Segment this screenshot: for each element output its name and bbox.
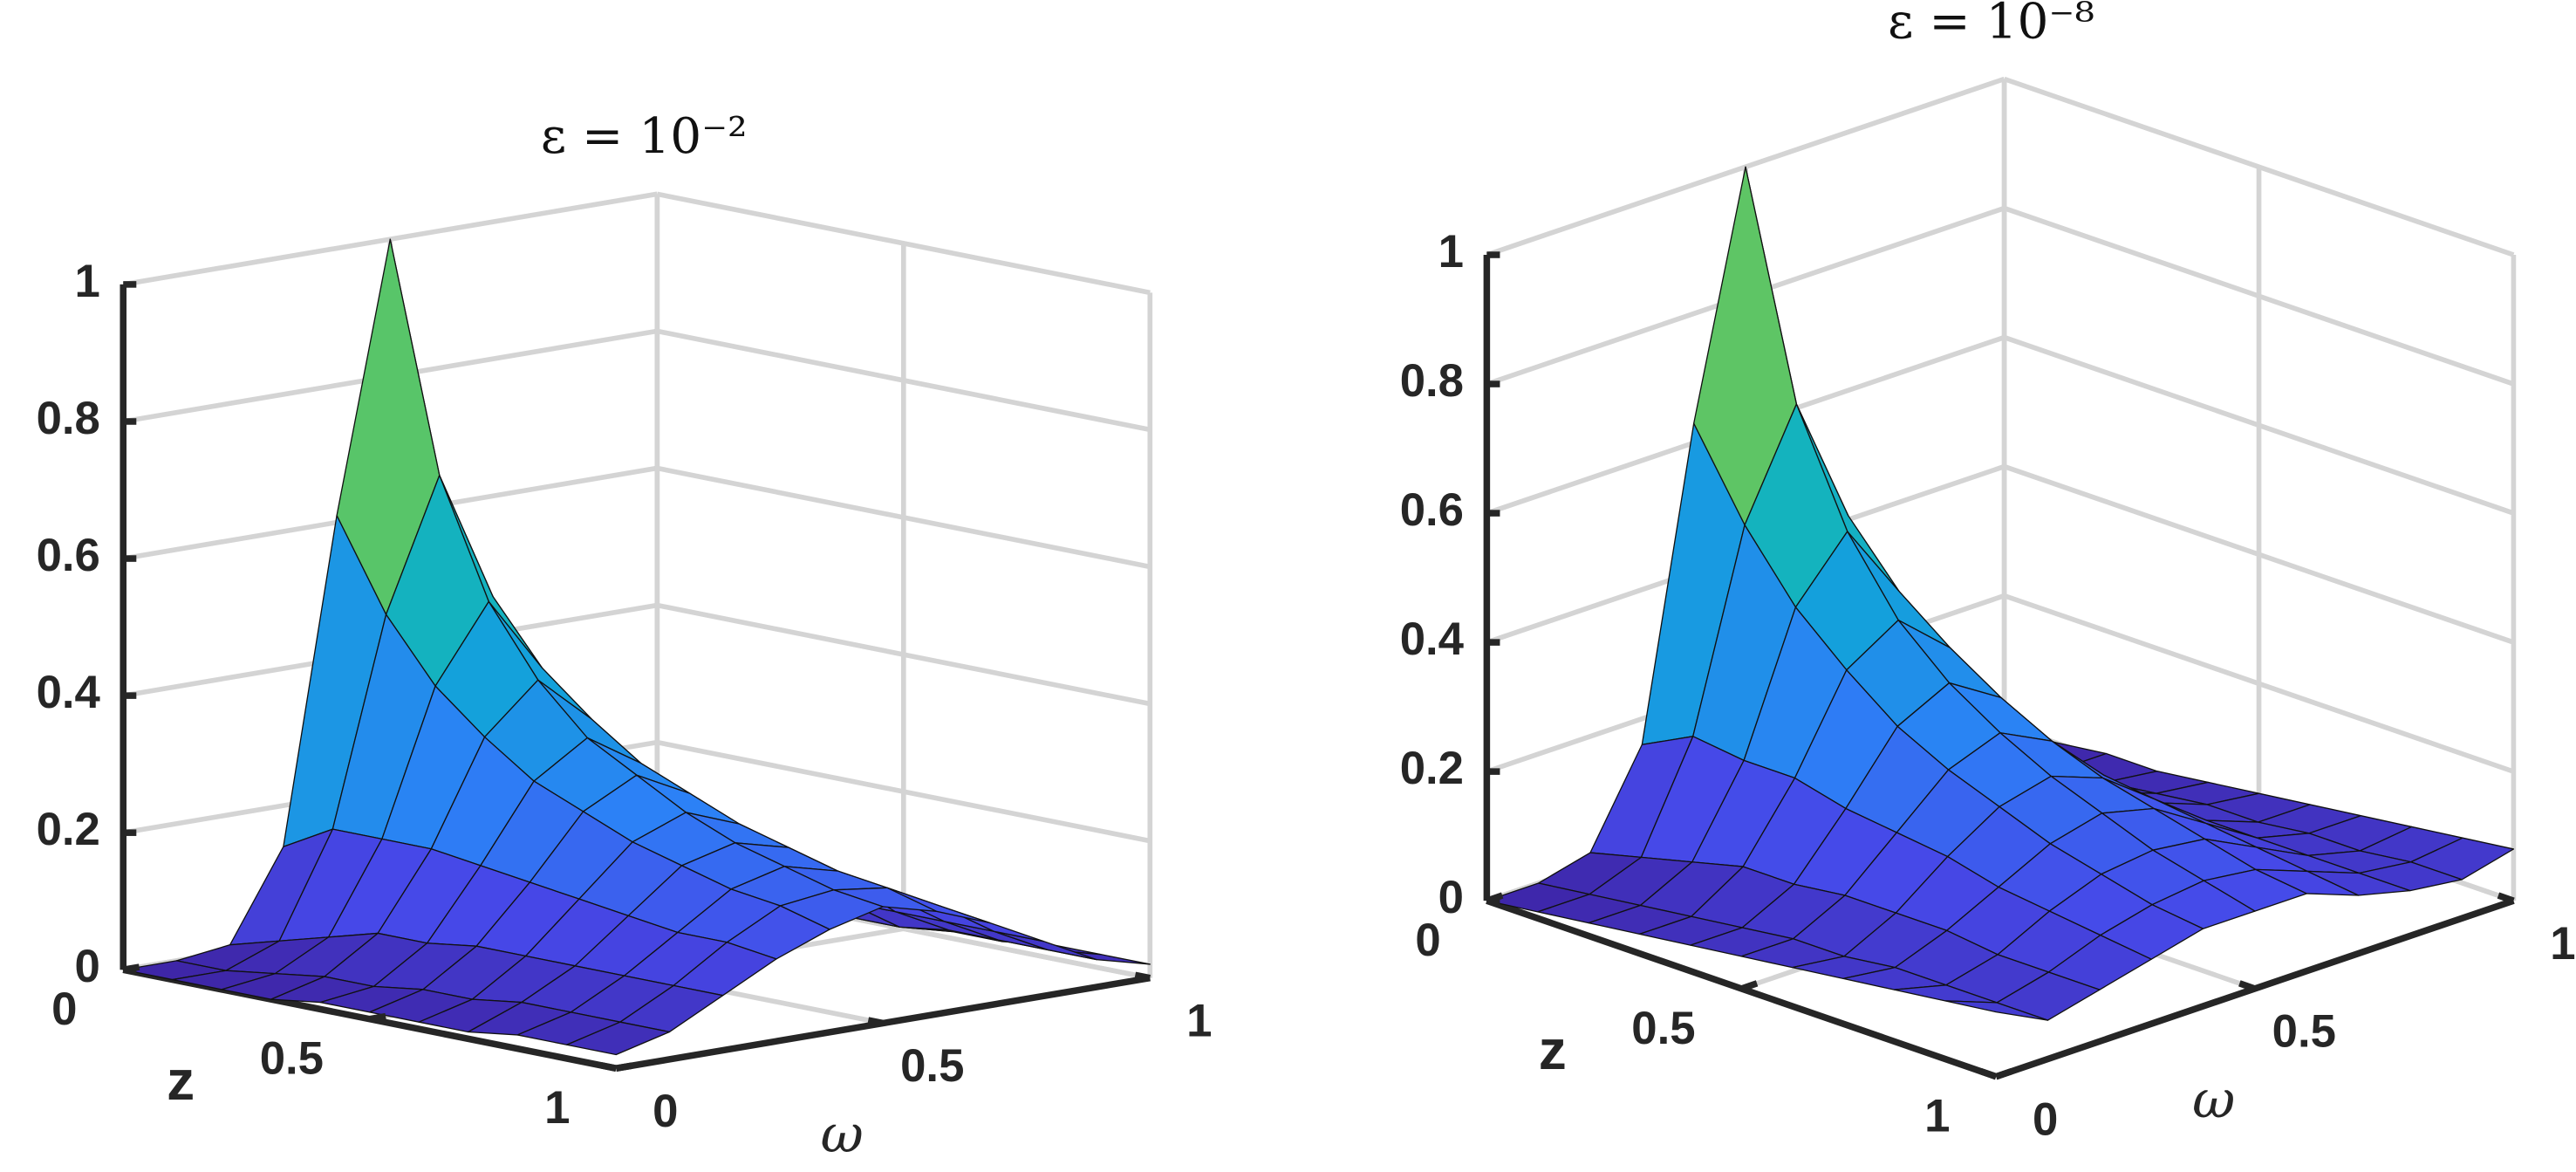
y-tick-label: 1 xyxy=(1186,995,1212,1046)
z-tick-label: 0 xyxy=(1438,872,1464,923)
y-tick-label: 0 xyxy=(2033,1093,2058,1145)
z-tick-label: 1 xyxy=(75,256,100,307)
y-axis-label: ω xyxy=(2192,1069,2235,1130)
z-tick-label: 0.6 xyxy=(37,530,100,581)
x-axis-label: z xyxy=(1539,1018,1567,1081)
y-tick-label: 1 xyxy=(2550,918,2575,970)
y-tick-label: 0.5 xyxy=(900,1040,964,1092)
tick-mark xyxy=(1134,971,1151,982)
surface-patch xyxy=(566,1021,671,1056)
tick-mark xyxy=(1740,980,1759,992)
tick-mark xyxy=(1486,892,1504,904)
x-tick-label: 0 xyxy=(51,984,77,1035)
z-tick-label: 1 xyxy=(1438,226,1464,278)
x-tick-label: 1 xyxy=(1924,1091,1950,1142)
tick-mark xyxy=(122,963,140,973)
tick-mark xyxy=(615,1062,633,1072)
x-tick-label: 0 xyxy=(1415,915,1440,966)
chart-title: ε = 10⁻² xyxy=(541,108,748,165)
x-axis-label: z xyxy=(167,1049,195,1112)
tick-mark xyxy=(2238,980,2257,992)
tick-mark xyxy=(1979,1068,1998,1080)
tick-mark xyxy=(867,1017,885,1027)
surface-patch xyxy=(1944,1000,2049,1021)
tick-mark xyxy=(600,1062,617,1072)
y-tick-label: 0.5 xyxy=(2272,1006,2336,1058)
y-tick-label: 0 xyxy=(653,1086,678,1137)
tick-mark xyxy=(1994,1068,2013,1080)
chart-title: ε = 10⁻⁸ xyxy=(1888,0,2094,50)
z-tick-label: 0.6 xyxy=(1400,484,1464,536)
y-axis-label: ω xyxy=(821,1104,864,1165)
z-tick-label: 0.2 xyxy=(37,804,100,855)
z-tick-label: 0.8 xyxy=(1400,355,1464,407)
x-tick-label: 0.5 xyxy=(260,1033,324,1085)
x-tick-label: 1 xyxy=(544,1082,570,1134)
tick-mark xyxy=(2497,892,2515,904)
z-tick-label: 0.4 xyxy=(37,667,101,718)
z-tick-label: 0.8 xyxy=(37,393,100,444)
z-tick-label: 0 xyxy=(75,941,100,992)
tick-mark xyxy=(369,1012,386,1023)
x-tick-label: 0.5 xyxy=(1631,1003,1695,1054)
z-tick-label: 0.2 xyxy=(1400,743,1464,794)
z-tick-label: 0.4 xyxy=(1400,613,1465,665)
